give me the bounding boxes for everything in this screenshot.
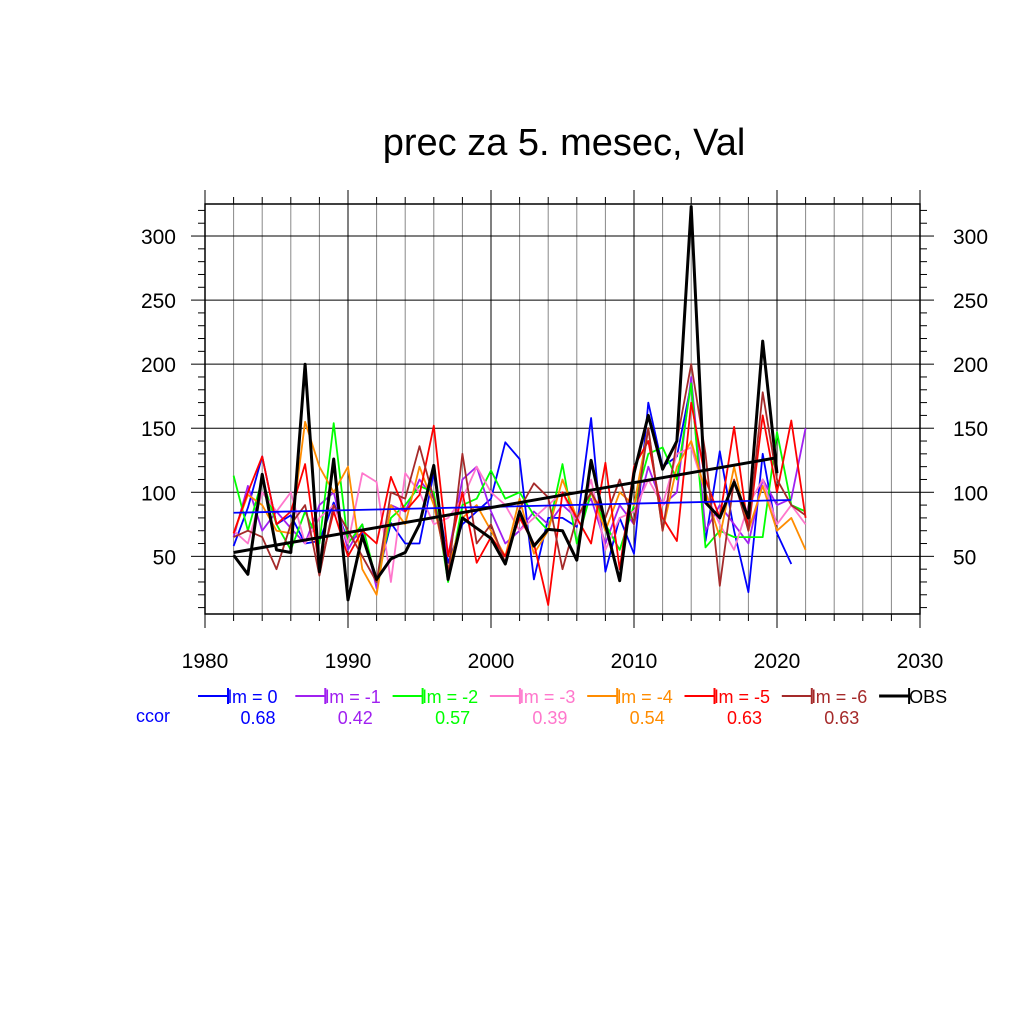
legend-ccor-2: 0.57 bbox=[435, 708, 470, 728]
y-tick-label-left: 250 bbox=[141, 290, 176, 313]
legend-ccor-1: 0.42 bbox=[338, 708, 373, 728]
trend-line-0 bbox=[233, 499, 792, 514]
series-line-7 bbox=[232, 205, 779, 602]
y-tick-label-right: 200 bbox=[953, 354, 988, 377]
x-tick-label: 2010 bbox=[611, 650, 658, 673]
y-tick-label-left: 50 bbox=[153, 546, 176, 569]
legend-label-5: lm = -5 bbox=[715, 687, 771, 707]
legend-ccor-4: 0.54 bbox=[630, 708, 665, 728]
legend-label-1: lm = -1 bbox=[325, 687, 381, 707]
y-tick-label-right: 300 bbox=[953, 226, 988, 249]
axis-ticks bbox=[191, 190, 934, 628]
y-tick-label-left: 100 bbox=[141, 482, 176, 505]
y-tick-label-right: 150 bbox=[953, 418, 988, 441]
y-tick-label-right: 100 bbox=[953, 482, 988, 505]
legend: ccor lm = 00.68 lm = -10.42 lm = -20.57 lm =… bbox=[136, 687, 947, 728]
series-line-2 bbox=[232, 382, 806, 583]
trend-line-7 bbox=[233, 456, 778, 554]
legend-ccor-0: 0.68 bbox=[240, 708, 275, 728]
legend-ccor-3: 0.39 bbox=[532, 708, 567, 728]
x-tick-label: 1990 bbox=[325, 650, 372, 673]
ccor-label: ccor bbox=[136, 706, 170, 726]
legend-label-2: lm = -2 bbox=[423, 687, 479, 707]
y-tick-label-right: 50 bbox=[953, 546, 976, 569]
y-tick-label-left: 200 bbox=[141, 354, 176, 377]
legend-ccor-5: 0.63 bbox=[727, 708, 762, 728]
chart-title: prec za 5. mesec, Val bbox=[382, 122, 746, 164]
x-tick-label: 2030 bbox=[897, 650, 944, 673]
legend-ccor-6: 0.63 bbox=[824, 708, 859, 728]
series-line-6 bbox=[233, 363, 807, 587]
x-tick-label: 2000 bbox=[468, 650, 515, 673]
legend-label-7: OBS bbox=[909, 687, 947, 707]
legend-label-0: lm = 0 bbox=[228, 687, 278, 707]
y-tick-label-right: 250 bbox=[953, 290, 988, 313]
y-tick-label-left: 150 bbox=[141, 418, 176, 441]
grid bbox=[205, 204, 920, 614]
legend-label-4: lm = -4 bbox=[617, 687, 673, 707]
x-tick-label: 1980 bbox=[182, 650, 229, 673]
legend-label-3: lm = -3 bbox=[520, 687, 576, 707]
series-lines bbox=[232, 205, 807, 606]
x-tick-label: 2020 bbox=[754, 650, 801, 673]
y-tick-label-left: 300 bbox=[141, 226, 176, 249]
plot-frame bbox=[204, 203, 921, 615]
legend-label-6: lm = -6 bbox=[812, 687, 868, 707]
